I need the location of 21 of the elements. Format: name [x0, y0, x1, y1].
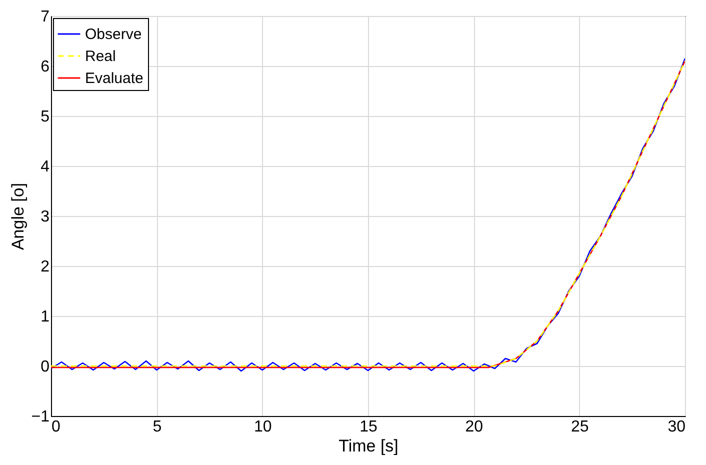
y-tick-label: 5 [40, 108, 50, 126]
y-tick-label: 0 [40, 358, 50, 376]
y-tick-label: 1 [40, 308, 50, 326]
legend-label: Real [85, 48, 116, 65]
y-tick-label: −1 [31, 408, 50, 426]
x-tick-label: 25 [570, 418, 589, 436]
legend-label: Evaluate [85, 70, 144, 87]
y-tick-label: 4 [40, 158, 50, 176]
y-axis-title: Angle [o] [8, 182, 28, 250]
legend-label: Observe [85, 26, 142, 43]
x-tick-label: 5 [152, 418, 162, 436]
x-tick-label: 15 [360, 418, 378, 436]
x-tick-label: 0 [52, 418, 60, 436]
x-axis-title: Time [s] [338, 436, 398, 456]
y-tick-label: 7 [40, 8, 50, 26]
y-tick-label: 3 [40, 208, 50, 226]
x-tick-label: 30 [668, 418, 686, 436]
x-tick-label: 20 [465, 418, 484, 436]
y-tick-label: 2 [40, 258, 50, 276]
y-tick-label: 6 [40, 58, 50, 76]
x-tick-label: 10 [254, 418, 272, 436]
